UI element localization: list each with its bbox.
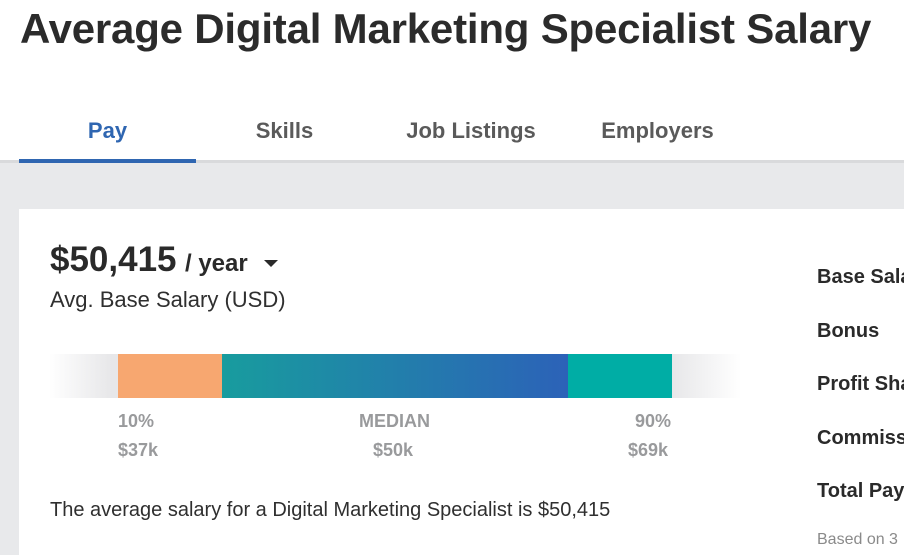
pay-breakdown-panel: Base Sala Bonus Profit Sha Commiss Total… (817, 0, 904, 555)
tab-skills[interactable]: Skills (255, 118, 314, 143)
percentile-10-value: $37k (118, 440, 159, 460)
breakdown-profit-sharing: Profit Sha (817, 373, 904, 395)
salary-summary: The average salary for a Digital Marketi… (50, 499, 611, 521)
percentile-90-value: $69k (628, 440, 669, 460)
range-low-segment (118, 354, 222, 398)
range-high-segment (568, 354, 672, 398)
median-label: MEDIAN (359, 411, 430, 431)
tab-pay[interactable]: Pay (19, 102, 196, 163)
tab-job-listings[interactable]: Job Listings (406, 118, 536, 143)
breakdown-base-salary: Base Sala (817, 266, 904, 288)
salary-card: $50,415 / year Avg. Base Salary (USD) 10… (19, 209, 904, 555)
breakdown-commission: Commiss (817, 427, 904, 449)
range-mid-segment (222, 354, 569, 398)
salary-caption: Avg. Base Salary (USD) (50, 287, 286, 312)
caret-down-icon[interactable] (264, 260, 279, 268)
tab-bar: Pay Skills Job Listings Employers (0, 102, 904, 163)
percentile-90-label: 90% (635, 411, 672, 431)
breakdown-bonus: Bonus (817, 320, 880, 342)
tab-employers[interactable]: Employers (601, 118, 714, 143)
breakdown-total-pay: Total Pay (817, 480, 904, 502)
salary-headline: $50,415 / year (50, 240, 279, 280)
pay-period-selector[interactable]: / year (184, 250, 248, 277)
median-value: $50k (373, 440, 414, 460)
salary-amount: $50,415 (50, 240, 177, 279)
page-title: Average Digital Marketing Specialist Sal… (20, 5, 872, 52)
breakdown-note: Based on 3 (817, 531, 898, 548)
percentile-10-label: 10% (118, 411, 155, 431)
salary-range-bar (49, 354, 741, 398)
